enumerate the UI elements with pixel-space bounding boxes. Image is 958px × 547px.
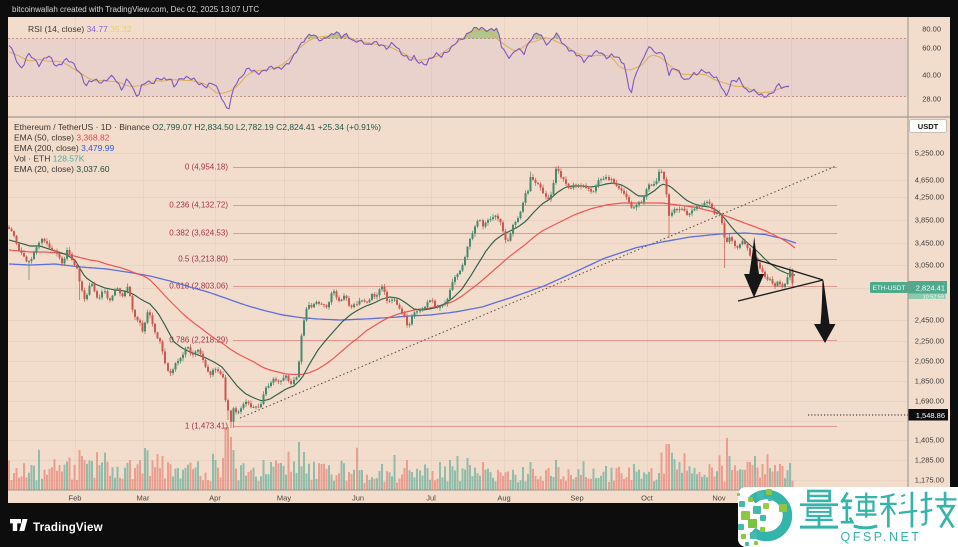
svg-text:10:52:59: 10:52:59 <box>923 294 944 300</box>
svg-text:Oct: Oct <box>641 494 654 503</box>
svg-text:5,250.00: 5,250.00 <box>915 149 944 158</box>
svg-text:0.618 (2,803.06): 0.618 (2,803.06) <box>169 282 228 291</box>
svg-text:Ethereum / TetherUS · 1D · Bin: Ethereum / TetherUS · 1D · Binance O2,79… <box>14 122 381 132</box>
svg-text:EMA (20, close) 3,037.60: EMA (20, close) 3,037.60 <box>14 164 110 174</box>
svg-text:40.00: 40.00 <box>922 71 941 80</box>
svg-text:EMA (50, close) 3,368.82: EMA (50, close) 3,368.82 <box>14 133 110 143</box>
svg-text:Nov: Nov <box>712 494 726 503</box>
svg-text:1,850.00: 1,850.00 <box>915 377 944 386</box>
svg-text:4,250.00: 4,250.00 <box>915 193 944 202</box>
svg-text:0.5 (3,213.80): 0.5 (3,213.80) <box>178 255 228 264</box>
svg-text:28.00: 28.00 <box>922 95 941 104</box>
svg-text:60.00: 60.00 <box>922 44 941 53</box>
svg-text:3,450.00: 3,450.00 <box>915 239 944 248</box>
svg-text:1 (1,473.41): 1 (1,473.41) <box>185 422 228 431</box>
svg-text:EMA (200, close) 3,479.99: EMA (200, close) 3,479.99 <box>14 143 114 153</box>
svg-text:ETH-USDT: ETH-USDT <box>873 285 906 292</box>
svg-text:1,285.00: 1,285.00 <box>915 456 944 465</box>
svg-text:0.236 (4,132.72): 0.236 (4,132.72) <box>169 201 228 210</box>
svg-text:Vol · ETH 128.57K: Vol · ETH 128.57K <box>14 154 85 164</box>
svg-text:2,450.00: 2,450.00 <box>915 316 944 325</box>
svg-text:bitcoinwallah created with Tra: bitcoinwallah created with TradingView.c… <box>12 5 259 14</box>
svg-text:2,250.00: 2,250.00 <box>915 337 944 346</box>
svg-text:0.382 (3,624.53): 0.382 (3,624.53) <box>169 229 228 238</box>
svg-text:0 (4,954.18): 0 (4,954.18) <box>185 163 228 172</box>
svg-text:Apr: Apr <box>209 494 221 503</box>
svg-text:4,650.00: 4,650.00 <box>915 176 944 185</box>
svg-text:May: May <box>277 494 291 503</box>
svg-text:Aug: Aug <box>497 494 510 503</box>
svg-text:2,824.41: 2,824.41 <box>916 284 945 293</box>
svg-text:Feb: Feb <box>69 494 82 503</box>
svg-text:Jul: Jul <box>426 494 436 503</box>
svg-text:0.786 (2,218.29): 0.786 (2,218.29) <box>169 336 228 345</box>
svg-text:1,690.00: 1,690.00 <box>915 397 944 406</box>
svg-text:3,850.00: 3,850.00 <box>915 216 944 225</box>
svg-text:80.00: 80.00 <box>922 25 941 34</box>
svg-text:2,050.00: 2,050.00 <box>915 357 944 366</box>
svg-text:1,175.00: 1,175.00 <box>915 476 944 485</box>
svg-text:Jun: Jun <box>352 494 364 503</box>
svg-text:USDT: USDT <box>918 122 939 131</box>
svg-text:3,050.00: 3,050.00 <box>915 261 944 270</box>
svg-text:TradingView: TradingView <box>33 522 103 534</box>
svg-text:1,405.00: 1,405.00 <box>915 436 944 445</box>
svg-text:QFSP.NET: QFSP.NET <box>841 530 922 544</box>
svg-text:1,548.86: 1,548.86 <box>916 411 945 420</box>
svg-text:RSI (14, close) 34.77 35.32: RSI (14, close) 34.77 35.32 <box>28 24 132 34</box>
svg-text:Mar: Mar <box>137 494 150 503</box>
svg-text:Sep: Sep <box>570 494 583 503</box>
